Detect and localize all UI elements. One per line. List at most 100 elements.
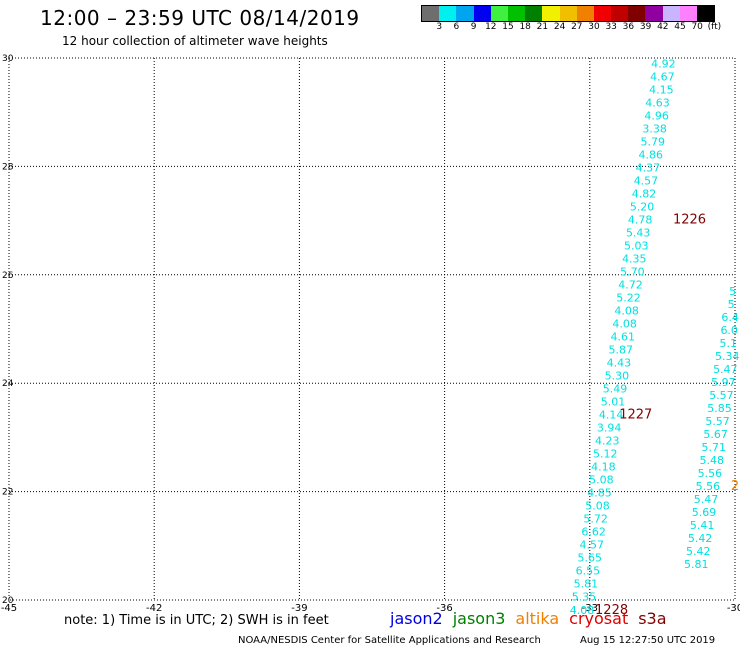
swh-data-point: 5.03: [624, 240, 649, 253]
colorbar-swatch: [456, 6, 474, 21]
x-tick-label: -33: [582, 603, 598, 614]
swh-data-point: 5: [728, 298, 735, 311]
colorbar-label: 15: [502, 22, 514, 32]
y-tick-label: 26: [2, 271, 14, 281]
y-tick-label: 20: [2, 596, 14, 606]
pass-time-annotation: 2: [731, 479, 739, 494]
colorbar-swatch: [490, 6, 508, 21]
swh-data-point: 5.42: [688, 532, 713, 545]
y-tick-label: 22: [2, 488, 13, 498]
colorbar-swatch: [662, 6, 680, 21]
swh-data-point: 5.30: [605, 370, 630, 383]
x-tick-label: -30: [727, 603, 740, 614]
swh-data-point: 5.08: [585, 500, 610, 513]
colorbar-label: 24: [553, 22, 566, 32]
swh-data-point: 5.57: [709, 389, 734, 402]
swh-data-point: 4.92: [651, 57, 676, 70]
y-tick-label: 28: [2, 162, 14, 172]
swh-data-point: 3.94: [597, 422, 622, 435]
y-tick-label: 30: [2, 54, 14, 64]
swh-data-point: 5.43: [626, 227, 651, 240]
swh-data-point: 4.43: [607, 357, 632, 370]
colorbar-swatch: [628, 6, 646, 21]
footer-note: note: 1) Time is in UTC; 2) SWH is in fe…: [64, 613, 329, 628]
swh-data-point: 5.65: [578, 552, 603, 565]
swh-data-point: 5.81: [684, 558, 709, 571]
x-tick-label: -39: [291, 603, 307, 614]
swh-data-point: 6.4: [721, 311, 739, 324]
swh-data-point: 5.87: [609, 344, 634, 357]
swh-data-point: 4.08: [570, 604, 595, 617]
swh-data-point: 5.42: [686, 545, 711, 558]
pass-time-annotation: 1226: [673, 213, 706, 228]
swh-data-point: 5.81: [574, 578, 599, 591]
swh-data-point: 5.08: [589, 474, 614, 487]
swh-data-point: 4.18: [591, 461, 616, 474]
swh-data-point: 5.01: [601, 396, 626, 409]
swh-data-point: 4.63: [645, 96, 670, 109]
swh-data-point: 6.0: [720, 324, 738, 337]
page-title: 12:00 – 23:59 UTC 08/14/2019: [40, 6, 360, 30]
x-tick-label: -45: [1, 603, 17, 614]
swh-data-point: 5.79: [640, 135, 665, 148]
colorbar-swatch: [697, 6, 715, 21]
swh-data-point: 5.57: [705, 415, 730, 428]
swh-data-point: 5.67: [703, 428, 728, 441]
swh-data-point: 5.20: [630, 201, 655, 214]
legend-item-cryosat: cryosat: [569, 609, 629, 628]
swh-data-point: 4.82: [632, 188, 657, 201]
swh-data-point: 4.35: [622, 253, 647, 266]
colorbar-label: 21: [536, 22, 549, 32]
swh-data-point: 5.56: [696, 480, 721, 493]
colorbar-label: 6: [453, 22, 460, 32]
y-tick-label: 24: [2, 379, 14, 389]
colorbar-swatch: [593, 6, 612, 21]
colorbar-swatch: [576, 6, 594, 21]
colorbar-label: 30: [588, 22, 600, 32]
colorbar-swatch: [542, 6, 560, 21]
colorbar: [421, 5, 716, 22]
colorbar-swatch: [611, 6, 629, 21]
swh-data-point: 3.38: [642, 122, 667, 135]
plot-frame: [8, 57, 736, 601]
swh-data-point: 4.15: [649, 83, 674, 96]
swh-data-point: 6.62: [581, 526, 606, 539]
swh-data-point: 4.57: [634, 174, 659, 187]
colorbar-label: (ft): [707, 22, 722, 32]
swh-data-point: 5.41: [690, 519, 715, 532]
page-subtitle: 12 hour collection of altimeter wave hei…: [62, 34, 328, 48]
swh-data-point: 5.85: [707, 402, 732, 415]
swh-data-point: 5.97: [711, 376, 736, 389]
legend-item-altika: altika: [515, 609, 560, 628]
swh-data-point: 4.14: [599, 409, 624, 422]
colorbar-swatch: [645, 6, 663, 21]
colorbar-swatch: [473, 6, 491, 21]
swh-data-point: 4.67: [650, 70, 675, 83]
swh-data-point: 5.1: [719, 337, 737, 350]
footer-credit: NOAA/NESDIS Center for Satellite Applica…: [238, 635, 541, 646]
swh-data-point: 5.69: [692, 506, 717, 519]
colorbar-label: 12: [485, 22, 497, 32]
swh-data-point: 4.78: [628, 214, 653, 227]
swh-data-point: 5.34: [715, 350, 740, 363]
swh-data-point: 4.57: [579, 539, 604, 552]
swh-data-point: 5.70: [620, 266, 645, 279]
colorbar-label: 36: [622, 22, 635, 32]
colorbar-label: 18: [519, 22, 531, 32]
legend-item-s3a: s3a: [638, 609, 667, 628]
colorbar-label: 70: [691, 22, 703, 32]
colorbar-swatch: [559, 6, 577, 21]
swh-data-point: 5.47: [694, 493, 719, 506]
pass-time-annotation: 1227: [619, 408, 652, 423]
swh-data-point: 5.49: [603, 383, 628, 396]
swh-data-point: 5.71: [701, 441, 726, 454]
colorbar-labels: 3 6 9 12 15 18 21 24 27 30 33 36 39 42 45 70 (ft): [421, 22, 740, 34]
swh-data-point: 4.86: [639, 148, 664, 161]
swh-data-point: 4.85: [587, 487, 612, 500]
swh-data-point: 4.96: [644, 109, 669, 122]
colorbar-label: 3: [436, 22, 443, 32]
colorbar-label: 45: [674, 22, 686, 32]
colorbar-swatch: [439, 6, 457, 21]
colorbar-label: 27: [571, 22, 583, 32]
